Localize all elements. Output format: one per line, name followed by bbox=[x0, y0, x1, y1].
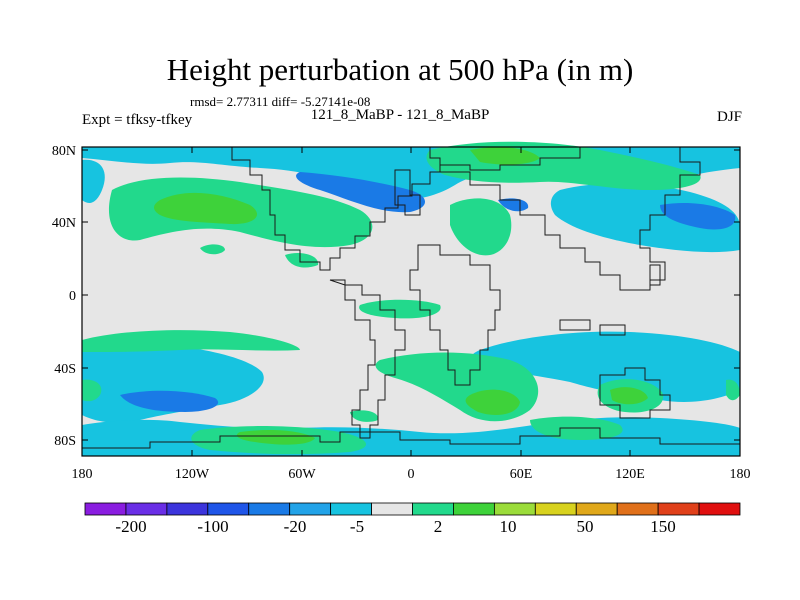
colorbar-box bbox=[616, 502, 659, 516]
experiment-label: Expt = tfksy-tfkey bbox=[82, 112, 193, 128]
colorbar-box bbox=[534, 502, 577, 516]
colorbar-box bbox=[698, 502, 741, 516]
colorbar-box bbox=[371, 502, 413, 516]
colorbar bbox=[84, 502, 741, 516]
lon-labels: 180 120W 60W 0 60E 120E 180 bbox=[72, 467, 751, 482]
pacific-lime-core bbox=[154, 192, 258, 225]
colorbar-box bbox=[166, 502, 209, 516]
colorbar-box bbox=[412, 502, 454, 516]
lon-label-180w: 180 bbox=[72, 467, 93, 482]
arctic-core bbox=[296, 172, 425, 213]
colorbar-label-neg100: -100 bbox=[197, 517, 228, 536]
africa-coast bbox=[409, 244, 501, 386]
eurasia-core bbox=[660, 203, 736, 230]
plot-title: Height perturbation at 500 hPa (in m) bbox=[166, 52, 634, 87]
europe-positive bbox=[450, 198, 512, 256]
lon-ticks bbox=[191, 147, 631, 456]
colorbar-box bbox=[207, 502, 250, 516]
colorbar-label-neg200: -200 bbox=[115, 517, 146, 536]
lat-label-80s: 80S bbox=[54, 434, 76, 449]
colorbar-box bbox=[330, 502, 372, 516]
colorbar-label-neg20: -20 bbox=[284, 517, 307, 536]
colorbar-box bbox=[84, 502, 127, 516]
season-label: DJF bbox=[716, 109, 742, 125]
lon-label-180e: 180 bbox=[730, 467, 751, 482]
colorbar-box bbox=[453, 502, 495, 516]
lat-label-40n: 40N bbox=[52, 216, 76, 231]
lon-label-120w: 120W bbox=[175, 467, 210, 482]
nw-negative-blob bbox=[82, 159, 105, 203]
colorbar-box bbox=[248, 502, 291, 516]
lon-label-120e: 120E bbox=[615, 467, 645, 482]
colorbar-label-2: 2 bbox=[434, 517, 443, 536]
south-america-coast bbox=[329, 279, 406, 439]
lon-label-60e: 60E bbox=[510, 467, 533, 482]
colorbar-box bbox=[125, 502, 168, 516]
colorbar-labels: -200 -100 -20 -5 2 10 50 150 bbox=[115, 517, 675, 536]
north-atlantic-lime-core bbox=[470, 147, 540, 165]
pacific-neg-south bbox=[82, 343, 264, 423]
strong-negative-cores bbox=[120, 172, 736, 412]
lat-labels: 80N 40N 0 40S 80S bbox=[52, 144, 76, 449]
strong-positive-cores bbox=[154, 147, 648, 445]
atlantic-lime-core bbox=[465, 389, 520, 415]
experiment-name: 121_8_MaBP - 121_8_MaBP bbox=[310, 107, 490, 123]
se-positive bbox=[726, 379, 740, 401]
colorbar-box bbox=[657, 502, 700, 516]
colorbar-box bbox=[493, 502, 536, 516]
eurasia-coast bbox=[439, 146, 701, 291]
coastlines bbox=[82, 146, 740, 449]
indian-lime-core bbox=[610, 387, 648, 405]
colorbar-label-10: 10 bbox=[500, 517, 517, 536]
lon-label-60w: 60W bbox=[288, 467, 316, 482]
indonesia-coast bbox=[559, 319, 626, 336]
lon-label-0: 0 bbox=[408, 467, 415, 482]
antarctica-coast bbox=[82, 427, 740, 449]
north-america-coast bbox=[231, 147, 441, 271]
map-panel bbox=[81, 141, 741, 457]
lat-label-0: 0 bbox=[69, 289, 76, 304]
colorbar-label-neg5: -5 bbox=[350, 517, 364, 536]
greenland-coast bbox=[394, 169, 421, 216]
south-atlantic-small bbox=[350, 410, 379, 422]
eurasia-negative bbox=[550, 183, 740, 253]
colorbar-box bbox=[289, 502, 332, 516]
sw-positive bbox=[82, 379, 102, 402]
pacific-core bbox=[120, 390, 219, 412]
south-band-east bbox=[471, 331, 740, 402]
south-pacific-positive-band bbox=[82, 330, 300, 352]
atlantic-core bbox=[498, 198, 529, 212]
stats-line: rmsd= 2.77311 diff= -5.27141e-08 bbox=[190, 94, 371, 109]
lat-ticks bbox=[82, 149, 740, 441]
japan-coast bbox=[649, 264, 661, 286]
colorbar-label-150: 150 bbox=[650, 517, 676, 536]
antarctic-lime-core bbox=[236, 430, 315, 445]
colorbar-box bbox=[575, 502, 618, 516]
lat-label-40s: 40S bbox=[54, 362, 76, 377]
australia-coast bbox=[599, 367, 671, 419]
lat-label-80n: 80N bbox=[52, 144, 76, 159]
colorbar-label-50: 50 bbox=[577, 517, 594, 536]
small-positive-2 bbox=[285, 253, 319, 268]
small-positive-1 bbox=[200, 244, 225, 255]
